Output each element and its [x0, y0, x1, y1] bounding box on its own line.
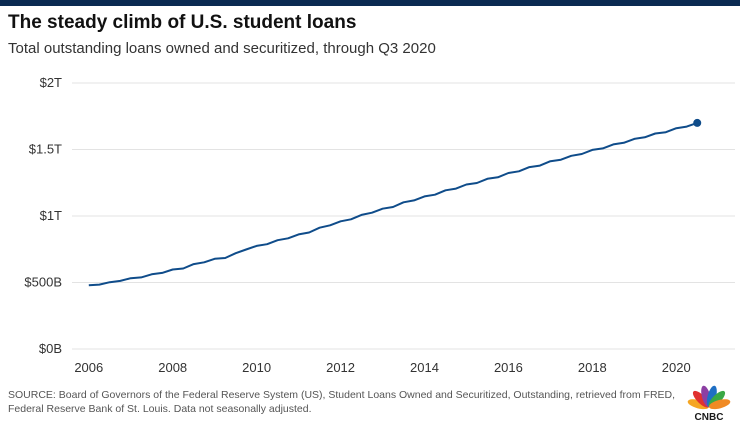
- y-tick-label: $1.5T: [29, 142, 62, 157]
- logo-text: CNBC: [695, 412, 724, 422]
- x-tick-label: 2016: [494, 360, 523, 375]
- series-line: [88, 121, 698, 287]
- chart-subtitle: Total outstanding loans owned and securi…: [8, 40, 436, 57]
- x-tick-label: 2006: [74, 360, 103, 375]
- series-layer: [88, 118, 702, 287]
- top-accent-bar: [0, 0, 740, 6]
- y-tick-label: $1T: [40, 208, 62, 223]
- y-tick-label: $0B: [39, 341, 62, 356]
- x-tick-label: 2014: [410, 360, 439, 375]
- source-note: SOURCE: Board of Governors of the Federa…: [8, 389, 676, 415]
- y-tick-label: $500B: [24, 275, 62, 290]
- y-tick-label: $2T: [40, 75, 62, 90]
- x-axis-tick-labels: 2006 2008 2010 2012 2014 2016 2018 2020: [74, 360, 690, 375]
- y-axis-tick-labels: $0B $500B $1T $1.5T $2T: [24, 75, 62, 356]
- x-tick-label: 2010: [242, 360, 271, 375]
- x-tick-label: 2018: [578, 360, 607, 375]
- peacock-feathers-icon: [687, 385, 731, 410]
- x-tick-label: 2020: [662, 360, 691, 375]
- x-tick-label: 2012: [326, 360, 355, 375]
- grid-lines: [72, 82, 735, 350]
- last-data-point: [693, 118, 702, 127]
- x-tick-label: 2008: [158, 360, 187, 375]
- line-chart: $0B $500B $1T $1.5T $2T 2006 2008 2010 2012 2014…: [24, 75, 735, 375]
- cnbc-peacock-logo-icon: CNBC: [687, 385, 731, 422]
- chart-title: The steady climb of U.S. student loans: [8, 12, 357, 33]
- peacock-feather-icon: [708, 399, 731, 410]
